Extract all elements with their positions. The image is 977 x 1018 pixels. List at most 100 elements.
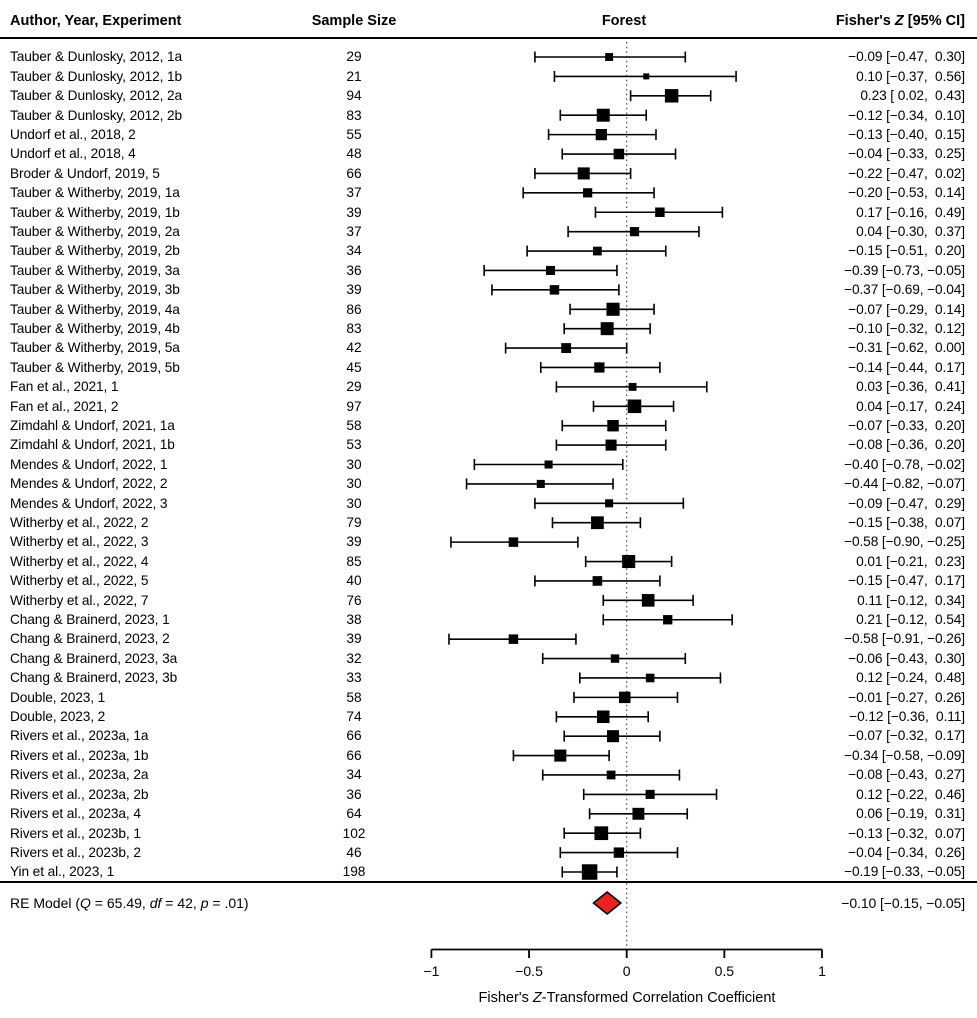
fisher-z-ci-value: −0.40 [−0.78, −0.02] (844, 456, 965, 472)
re-model-label: RE Model (Q = 65.49, df = 42, p = .01) (10, 893, 249, 913)
study-label: Undorf et al., 2018, 4 (10, 146, 136, 162)
study-label: Tauber & Dunlosky, 2012, 1a (10, 49, 183, 65)
point-estimate-square (627, 399, 642, 414)
fisher-z-ci-value: −0.13 [−0.40, 0.15] (848, 126, 965, 142)
point-estimate-square (613, 847, 625, 858)
x-axis-tick-label: 0.5 (714, 963, 735, 979)
point-estimate-square (619, 691, 631, 704)
study-label: Chang & Brainerd, 2023, 2 (10, 631, 170, 647)
fisher-z-ci-value: 0.03 [−0.36, 0.41] (856, 379, 965, 395)
fisher-z-ci-value: −0.14 [−0.44, 0.17] (848, 359, 965, 375)
fisher-z-ci-value: −0.15 [−0.51, 0.20] (848, 243, 965, 259)
sample-size-value: 39 (346, 631, 362, 647)
study-label: Double, 2023, 2 (10, 709, 106, 725)
fisher-z-ci-value: −0.39 [−0.73, −0.05] (844, 262, 965, 278)
fisher-z-ci-value: 0.01 [−0.21, 0.23] (856, 553, 965, 569)
fisher-z-ci-value: −0.09 [−0.47, 0.30] (848, 49, 965, 65)
study-label: Tauber & Dunlosky, 2012, 1b (10, 68, 183, 84)
point-estimate-square (595, 129, 607, 141)
study-label: Broder & Undorf, 2019, 5 (10, 165, 160, 181)
point-estimate-square (641, 594, 655, 607)
x-axis-tick-label: −0.5 (515, 963, 543, 979)
sample-size-value: 42 (346, 340, 362, 356)
sample-size-value: 86 (346, 301, 362, 317)
point-estimate-square (536, 479, 545, 488)
sample-size-value: 55 (346, 126, 362, 142)
study-label: Mendes & Undorf, 2022, 1 (10, 456, 168, 472)
fisher-z-ci-value: −0.37 [−0.69, −0.04] (844, 282, 965, 298)
text-run: = 65.49, (90, 895, 150, 911)
point-estimate-square (508, 634, 519, 644)
point-estimate-square (655, 207, 665, 217)
study-label: Zimdahl & Undorf, 2021, 1b (10, 437, 175, 453)
sample-size-value: 39 (346, 282, 362, 298)
text-run: RE Model ( (10, 895, 81, 911)
fisher-z-ci-value: 0.04 [−0.17, 0.24] (856, 398, 965, 414)
study-label: Tauber & Witherby, 2019, 3b (10, 282, 180, 298)
point-estimate-square (605, 439, 617, 451)
study-label: Fan et al., 2021, 2 (10, 398, 119, 414)
point-estimate-square (605, 499, 614, 508)
text-run: = 42, (161, 895, 201, 911)
sample-size-value: 74 (346, 709, 362, 725)
sample-size-value: 29 (346, 379, 362, 395)
study-label: Tauber & Witherby, 2019, 2a (10, 223, 180, 239)
text-run: = .01) (208, 895, 249, 911)
fisher-z-ci-value: −0.12 [−0.36, 0.11] (849, 709, 965, 725)
fisher-z-ci-value: 0.21 [−0.12, 0.54] (856, 612, 965, 628)
study-label: Witherby et al., 2022, 2 (10, 515, 149, 531)
fisher-z-ci-value: −0.13 [−0.32, 0.07] (848, 825, 965, 841)
sample-size-value: 76 (346, 592, 362, 608)
study-label: Mendes & Undorf, 2022, 2 (10, 476, 168, 492)
summary-diamond (592, 890, 623, 916)
study-label: Tauber & Witherby, 2019, 4b (10, 320, 180, 336)
sample-size-value: 64 (346, 806, 362, 822)
point-estimate-square (593, 246, 602, 256)
sample-size-value: 58 (346, 689, 362, 705)
sample-size-value: 48 (346, 146, 362, 162)
fisher-z-ci-value: −0.15 [−0.38, 0.07] (848, 515, 965, 531)
study-label: Mendes & Undorf, 2022, 3 (10, 495, 168, 511)
column-header-author: Author, Year, Experiment (10, 13, 182, 29)
point-estimate-square (645, 789, 655, 799)
fisher-z-ci-value: −0.04 [−0.34, 0.26] (848, 844, 965, 860)
point-estimate-square (606, 770, 616, 780)
sample-size-value: 102 (342, 825, 366, 841)
point-estimate-square (508, 537, 519, 547)
study-label: Tauber & Witherby, 2019, 3a (10, 262, 180, 278)
text-run: Z (894, 13, 904, 29)
point-estimate-square (664, 89, 679, 103)
sample-size-value: 45 (346, 359, 362, 375)
fisher-z-ci-value: 0.04 [−0.30, 0.37] (856, 223, 965, 239)
study-label: Tauber & Witherby, 2019, 1a (10, 185, 180, 201)
x-axis-tick-label: −1 (423, 963, 440, 979)
fisher-z-ci-value: −0.12 [−0.34, 0.10] (848, 107, 965, 123)
point-estimate-square (597, 710, 610, 724)
text-run: Q (80, 895, 91, 911)
fisher-z-ci-value: 0.11 [−0.12, 0.34] (857, 592, 965, 608)
point-estimate-square (629, 227, 640, 237)
point-estimate-square (546, 265, 556, 275)
fisher-z-ci-value: −0.20 [−0.53, 0.14] (848, 185, 965, 201)
study-label: Chang & Brainerd, 2023, 1 (10, 612, 170, 628)
fisher-z-ci-value: −0.07 [−0.33, 0.20] (848, 417, 965, 433)
fisher-z-ci-value: 0.06 [−0.19, 0.31] (856, 806, 965, 822)
study-label: Undorf et al., 2018, 2 (10, 126, 136, 142)
sample-size-value: 30 (346, 495, 362, 511)
fisher-z-ci-value: 0.17 [−0.16, 0.49] (856, 204, 965, 220)
study-label: Tauber & Dunlosky, 2012, 2a (10, 88, 183, 104)
point-estimate-square (645, 673, 655, 683)
text-run: Z (532, 990, 542, 1006)
sample-size-value: 85 (346, 553, 362, 569)
study-label: Tauber & Witherby, 2019, 1b (10, 204, 180, 220)
sample-size-value: 30 (346, 476, 362, 492)
study-label: Tauber & Witherby, 2019, 5a (10, 340, 180, 356)
sample-size-value: 34 (346, 767, 362, 783)
point-estimate-square (577, 167, 590, 180)
x-axis-title: Fisher's Z-Transformed Correlation Coeff… (377, 988, 877, 1008)
fisher-z-ci-value: −0.58 [−0.90, −0.25] (844, 534, 965, 550)
sample-size-value: 39 (346, 204, 362, 220)
study-label: Fan et al., 2021, 1 (10, 379, 119, 395)
column-header-forest: Forest (601, 13, 647, 29)
sample-size-value: 38 (346, 612, 362, 628)
